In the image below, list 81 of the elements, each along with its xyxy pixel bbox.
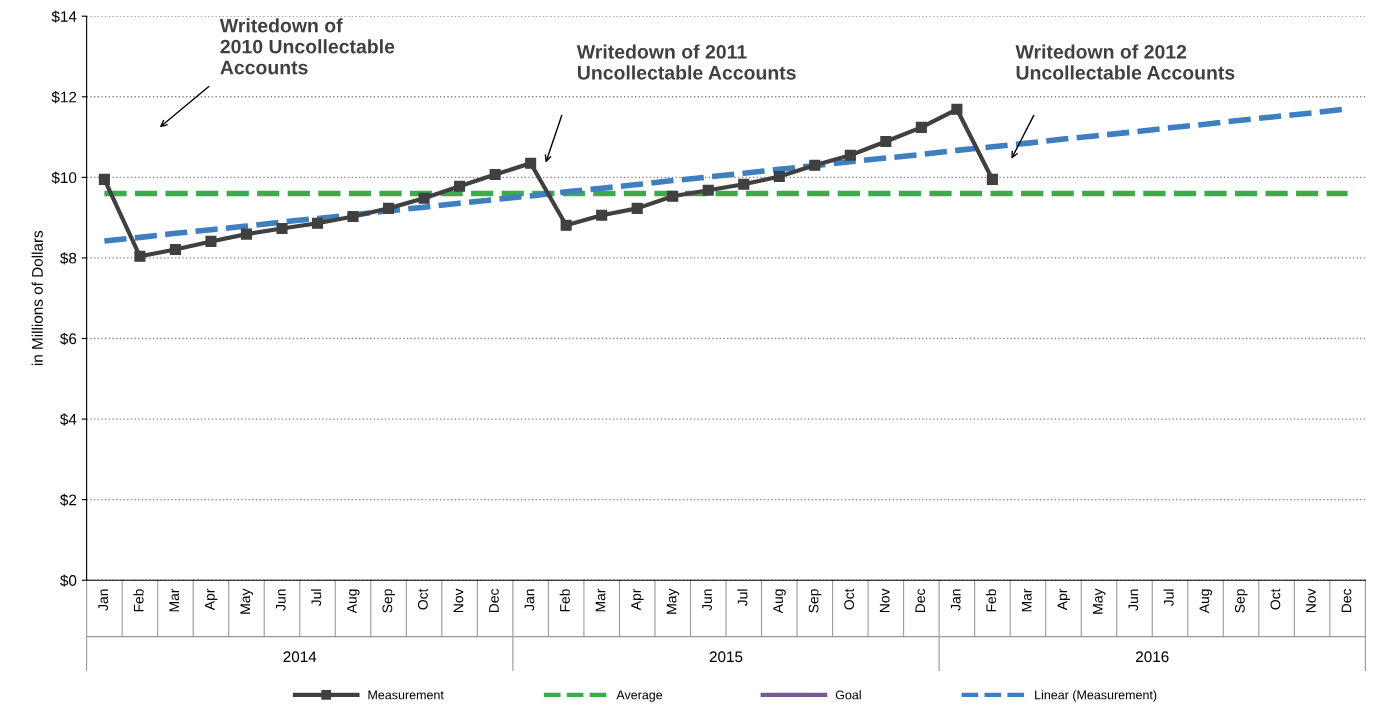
y-tick-label: $2	[60, 493, 77, 507]
text: 2014	[283, 651, 317, 663]
y-tick-label: $4	[60, 413, 77, 426]
x-tick-label: Jul	[737, 589, 748, 607]
x-tick-label: Apr	[1057, 588, 1070, 611]
y-axis-title: in Millions of Dollars	[31, 230, 43, 366]
legend-label: Goal	[835, 690, 861, 700]
x-tick-label: Mar	[1021, 588, 1032, 612]
x-tick-label: Dec	[489, 588, 499, 613]
point	[347, 210, 359, 222]
y-tick-label: $12	[51, 91, 77, 104]
point	[667, 190, 679, 202]
point	[205, 235, 217, 247]
x-tick-label: Mar	[595, 588, 606, 612]
x-tick-label: Jun	[1128, 589, 1139, 611]
x-tick-label: Jun	[702, 589, 712, 611]
x-tick-label: Aug	[347, 589, 360, 614]
point	[169, 243, 181, 256]
x-tick-label: Oct	[417, 588, 428, 610]
point	[631, 202, 643, 214]
point	[98, 173, 110, 185]
point	[311, 217, 324, 229]
y-tick-label: $14	[51, 10, 77, 23]
x-tick-label: Jan	[98, 589, 109, 611]
y-tick-label: $6	[60, 332, 77, 346]
point	[702, 184, 714, 196]
legend-label: Average	[616, 690, 663, 702]
point	[596, 209, 608, 221]
x-tick-label: Apr	[631, 588, 644, 611]
x-tick-label: Nov	[453, 588, 464, 613]
x-tick-label: Feb	[559, 589, 570, 612]
x-tick-label: Aug	[773, 589, 786, 614]
text: 2015	[709, 651, 743, 663]
x-tick-label: Nov	[879, 588, 890, 613]
annotation: Writedown of 2012 Uncollectable Accounts	[1015, 44, 1235, 80]
x-tick-label: May	[666, 588, 680, 614]
text: 2016	[1136, 651, 1169, 663]
x-tick-label: Oct	[1270, 588, 1281, 610]
x-tick-label: Feb	[133, 589, 144, 612]
point	[844, 149, 856, 161]
annotation: Writedown of 2011 Uncollectable Accounts	[576, 44, 796, 80]
point	[560, 219, 572, 231]
point	[276, 222, 288, 235]
x-tick-label: Apr	[204, 588, 218, 611]
x-tick-label: Sep	[808, 589, 822, 613]
x-tick-label: Aug	[1199, 589, 1212, 614]
x-tick-label: Dec	[1341, 588, 1352, 613]
legend-label: Linear (Measurement)	[1035, 690, 1157, 702]
point	[880, 135, 892, 148]
x-tick-label: Jan	[524, 589, 535, 611]
x-tick-label: Oct	[844, 588, 855, 610]
annotation: Writedown of 2010 Uncollectable Accounts	[219, 18, 395, 75]
point	[738, 178, 750, 190]
point	[951, 103, 963, 115]
x-tick-label: Jul	[1163, 589, 1174, 607]
y-tick-label: $0	[60, 574, 77, 587]
x-tick-label: Jan	[950, 589, 961, 611]
point	[986, 173, 998, 185]
x-tick-label: May	[1093, 588, 1106, 614]
point	[915, 121, 927, 133]
x-tick-label: Mar	[169, 588, 180, 612]
point	[454, 180, 466, 192]
x-tick-label: Jul	[311, 589, 322, 607]
x-tick-label: Jun	[276, 589, 286, 611]
legend-label: Measurement	[368, 690, 444, 700]
point	[240, 228, 253, 240]
x-tick-label: Feb	[985, 589, 997, 612]
point	[809, 159, 821, 171]
x-tick-label: May	[240, 588, 253, 614]
point	[489, 168, 501, 181]
y-tick-label: $10	[51, 171, 77, 184]
point	[773, 170, 785, 183]
x-tick-label: Dec	[915, 588, 926, 613]
x-tick-label: Nov	[1306, 588, 1316, 613]
point	[382, 202, 395, 214]
point	[418, 192, 430, 204]
point	[525, 157, 537, 169]
y-tick-label: $8	[60, 252, 77, 265]
x-tick-label: Sep	[382, 589, 396, 613]
x-tick-label: Sep	[1234, 589, 1248, 613]
point	[134, 250, 146, 262]
